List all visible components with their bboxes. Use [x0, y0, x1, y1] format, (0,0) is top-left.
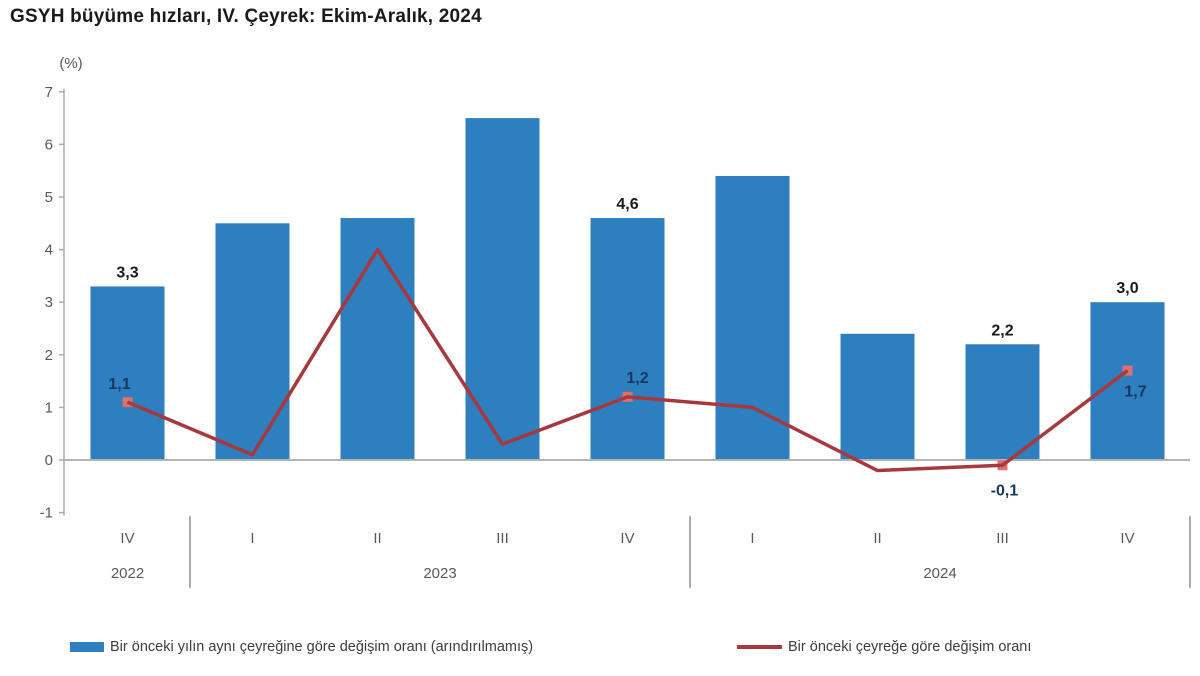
bar-I-1 — [215, 223, 290, 460]
x-label-year: 2022 — [111, 565, 144, 582]
chart-title: GSYH büyüme hızları, IV. Çeyrek: Ekim-Ar… — [10, 6, 482, 27]
y-tick-label: 6 — [45, 136, 53, 153]
legend-item-bar-series: Bir önceki yılın aynı çeyreğine göre değ… — [70, 639, 533, 655]
x-label-quarter: IV — [1120, 530, 1134, 547]
bar-IV-8 — [1090, 302, 1165, 460]
bar-value-label: 2,2 — [991, 322, 1013, 339]
bar-III-7 — [965, 344, 1040, 460]
bar-value-label: 4,6 — [616, 196, 638, 213]
y-tick-label: 3 — [45, 294, 53, 311]
y-tick-label: 7 — [45, 84, 53, 101]
line-value-label: 1,7 — [1124, 384, 1146, 401]
line-series-swatch-icon — [737, 645, 782, 649]
bar-series-label: Bir önceki yılın aynı çeyreğine göre değ… — [110, 639, 534, 655]
bar-series-swatch-icon — [70, 642, 104, 652]
x-label-quarter: III — [496, 530, 509, 547]
qoq-line — [126, 247, 1129, 473]
line-value-label: 1,2 — [626, 370, 648, 387]
x-label-quarter: IV — [120, 530, 134, 547]
line-value-label: 1,1 — [108, 376, 130, 393]
bar-III-3 — [465, 118, 540, 460]
y-tick-label: -1 — [40, 505, 53, 522]
y-tick-label: 5 — [45, 189, 53, 206]
bar-II-6 — [840, 333, 915, 460]
bar-IV-4 — [590, 218, 665, 460]
bar-I-5 — [715, 175, 790, 460]
x-label-year: 2024 — [923, 565, 956, 582]
x-label-quarter: II — [373, 530, 381, 547]
x-label-quarter: IV — [620, 530, 634, 547]
line-series-label: Bir önceki çeyreğe göre değişim oranı — [788, 639, 1032, 655]
y-tick-label: 4 — [45, 242, 53, 259]
x-label-year: 2023 — [423, 565, 456, 582]
bar-value-label: 3,3 — [116, 264, 138, 281]
legend-item-line-series: Bir önceki çeyreğe göre değişim oranı — [737, 639, 1031, 655]
x-label-quarter: I — [750, 530, 754, 547]
y-axis-unit-label: (%) — [59, 55, 82, 72]
y-tick-label: 1 — [45, 399, 53, 416]
x-label-quarter: I — [250, 530, 254, 547]
y-tick-label: 2 — [45, 347, 53, 364]
x-label-quarter: II — [873, 530, 881, 547]
bar-value-label: 3,0 — [1116, 280, 1138, 297]
bar-II-2 — [340, 218, 415, 460]
x-label-quarter: III — [996, 530, 1009, 547]
line-value-label: -0,1 — [991, 482, 1019, 499]
bar-IV-0 — [90, 286, 165, 460]
y-tick-label: 0 — [45, 452, 53, 469]
